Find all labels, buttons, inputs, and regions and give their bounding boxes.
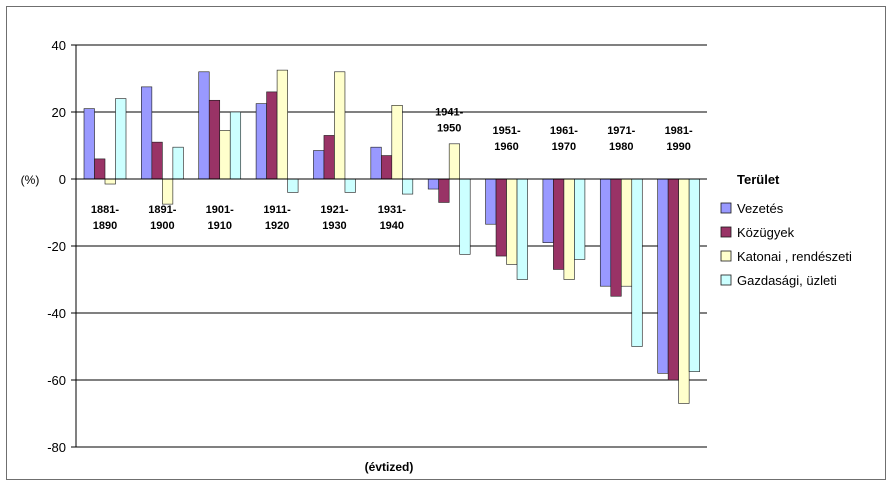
y-tick-label: -80	[47, 440, 66, 455]
bar-2-1	[94, 158, 106, 180]
bar-3-4	[276, 69, 288, 180]
bar-3-8	[506, 178, 518, 265]
bar-1-5	[313, 150, 325, 180]
legend-entry-label: Gazdasági, üzleti	[737, 273, 837, 288]
bar-4-5	[344, 178, 356, 193]
category-label: 1961-	[550, 125, 578, 137]
category-label: 1930	[322, 220, 346, 232]
bar-2-6	[381, 155, 393, 180]
bar-1-2	[141, 86, 153, 180]
bar-2-9	[553, 178, 565, 270]
bar-3-6	[391, 105, 403, 180]
category-label: 1901-	[206, 204, 234, 216]
bar-1-3	[198, 71, 210, 180]
bar-3-1	[104, 178, 116, 185]
bar-3-10	[620, 178, 633, 287]
bar-2-4	[266, 91, 278, 180]
legend-entry-label: Közügyek	[737, 225, 795, 240]
bar-2-3	[208, 99, 221, 180]
category-label: 1900	[150, 220, 174, 232]
category-label: 1990	[666, 141, 690, 153]
legend-swatch	[720, 202, 732, 214]
y-tick-label: -60	[47, 373, 66, 388]
y-tick-label: 20	[52, 105, 66, 120]
bar-1-11	[657, 178, 669, 374]
category-label: 1911-	[263, 204, 291, 216]
bar-3-2	[162, 178, 174, 205]
bar-1-8	[485, 178, 497, 225]
y-tick-label: 0	[59, 172, 66, 187]
legend-entry-label: Katonai , rendészeti	[737, 249, 852, 264]
bar-4-8	[516, 178, 528, 280]
legend-swatch	[720, 226, 732, 238]
bar-2-7	[438, 178, 450, 203]
category-label: 1960	[494, 141, 518, 153]
x-axis-title: (évtized)	[365, 460, 414, 474]
category-label: 1970	[552, 141, 576, 153]
category-label: 1891-	[148, 204, 176, 216]
category-label: 1921-	[320, 204, 348, 216]
category-label: 1910	[207, 220, 231, 232]
y-axis-title: (%)	[21, 173, 40, 187]
category-label: 1971-	[607, 125, 635, 137]
bar-1-10	[599, 178, 612, 287]
bar-4-4	[287, 178, 299, 193]
bar-1-1	[83, 108, 95, 180]
category-label: 1920	[265, 220, 289, 232]
labels: 40 20 0 -20 -40 -60 -80 1881- 1890 1891- 1900 1901-…	[47, 38, 693, 455]
axes	[71, 44, 707, 448]
bar-2-5	[323, 135, 335, 180]
bar-4-3	[229, 111, 242, 180]
bar-4-7	[459, 178, 471, 255]
category-label: 1941-	[435, 106, 463, 118]
chart-frame	[6, 6, 886, 480]
bar-3-3	[219, 130, 231, 180]
category-label: 1881-	[91, 204, 119, 216]
bar-3-5	[334, 71, 346, 180]
bar-2-10	[610, 178, 622, 297]
legend-swatch	[720, 274, 732, 286]
y-tick-label: -40	[47, 306, 66, 321]
category-label: 1931-	[378, 204, 406, 216]
category-label: 1980	[609, 141, 633, 153]
legend: Vezetés Közügyek Katonai , rendészeti Gazda…	[720, 201, 852, 288]
bar-4-6	[402, 178, 414, 195]
category-label: 1981-	[665, 125, 693, 137]
category-label: 1940	[380, 220, 404, 232]
bar-2-8	[495, 178, 507, 257]
y-tick-label: -20	[47, 239, 66, 254]
bar-3-7	[448, 143, 460, 180]
legend-entry-label: Vezetés	[737, 201, 784, 216]
bar-4-1	[115, 98, 127, 180]
bar-4-11	[688, 178, 700, 372]
bar-1-6	[370, 146, 382, 180]
category-label: 1890	[93, 220, 117, 232]
bar-1-4	[255, 103, 267, 180]
bar-4-9	[574, 178, 586, 260]
bar-1-9	[542, 178, 554, 243]
bar-4-2	[172, 146, 184, 180]
category-label: 1951-	[492, 125, 520, 137]
legend-title: Terület	[737, 172, 780, 187]
bars	[83, 69, 700, 404]
bar-2-11	[667, 178, 679, 381]
bar-3-11	[678, 178, 690, 404]
category-label: 1950	[437, 122, 461, 134]
bar-1-7	[427, 178, 439, 190]
legend-swatch	[720, 250, 732, 262]
y-tick-label: 40	[52, 38, 66, 53]
bar-4-10	[631, 178, 643, 347]
bar-3-9	[563, 178, 575, 280]
bar-2-2	[151, 141, 163, 180]
